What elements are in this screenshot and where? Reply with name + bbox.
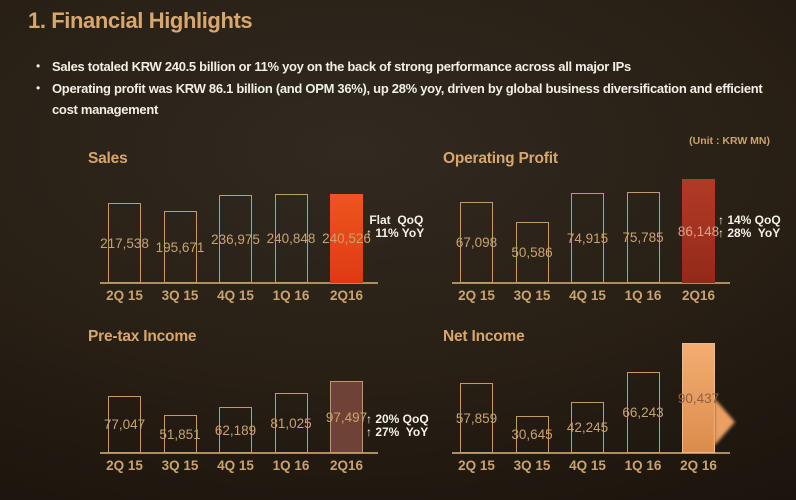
bar-3q15 — [163, 415, 197, 453]
category-label-1q16: 1Q 16 — [272, 288, 310, 303]
value-label-2q16: 90,437 — [677, 391, 720, 406]
annotation-line-qoq: ↑ 20% QoQ — [366, 412, 429, 426]
value-label-2q16: 240,526 — [322, 231, 371, 246]
bar-3q15 — [515, 416, 549, 453]
value-label-4q15: 236,975 — [211, 232, 260, 247]
bar-2q15 — [460, 383, 493, 453]
value-label-2q15: 57,859 — [455, 411, 498, 426]
bar-2q15 — [460, 202, 493, 283]
annotation-line-yoy: ↑ 27% YoY — [366, 425, 429, 439]
category-label-4q15: 4Q 15 — [569, 458, 606, 473]
category-label-3q15: 3Q 15 — [161, 288, 199, 303]
operating-profit-plot-area: 67,098 2Q 15 50,586 3Q 15 74,915 4Q 15 75,785 1… — [452, 179, 730, 303]
category-label-2q16: 2Q16 — [329, 288, 364, 303]
bar-4q15 — [571, 193, 604, 283]
category-label-4q15: 4Q 15 — [569, 288, 606, 303]
bullet-text-operating-profit: Operating profit was KRW 86.1 billion (a… — [52, 81, 763, 117]
operating-profit-annotation: ↑ 14% QoQ ↑ 28% YoY — [718, 214, 781, 240]
bar-2q16 — [330, 194, 363, 283]
bar-2q15 — [108, 396, 141, 453]
category-label-2q16: 2Q16 — [681, 288, 716, 303]
bullet-text-sales: Sales totaled KRW 240.5 billion or 11% y… — [52, 59, 631, 74]
page-title: 1. Financial Highlights — [28, 8, 253, 33]
category-label-2q15: 2Q 15 — [106, 288, 143, 303]
category-label-2q15: 2Q 15 — [458, 288, 495, 303]
sales-chart: Sales 217,538 2Q 15 195,671 3Q 15 236,975 4Q … — [88, 140, 444, 318]
bar-2q15 — [108, 203, 141, 283]
value-label-1q16: 66,243 — [622, 405, 664, 420]
value-label-2q15: 67,098 — [455, 235, 498, 250]
operating-profit-chart: Operating Profit 67,098 2Q 15 50,586 3Q 15 7… — [440, 140, 796, 318]
pretax-income-annotation: ↑ 20% QoQ ↑ 27% YoY — [366, 413, 429, 439]
bar-2q16 — [682, 179, 715, 283]
category-label-3q15: 3Q 15 — [161, 458, 199, 473]
value-label-3q15: 30,645 — [511, 427, 553, 442]
category-label-3q15: 3Q 15 — [513, 458, 551, 473]
value-label-4q15: 74,915 — [566, 231, 609, 246]
pretax-income-plot-area: 77,047 2Q 15 51,851 3Q 15 62,189 4Q 15 81,025 1… — [100, 381, 378, 473]
bar-4q15 — [219, 407, 252, 453]
sales-chart-title: Sales — [88, 150, 128, 167]
category-label-2q16: 2Q16 — [329, 458, 364, 473]
category-label-2q15: 2Q 15 — [106, 458, 143, 473]
bullet-item: • Operating profit was KRW 86.1 billion … — [36, 78, 784, 120]
annotation-line-yoy: ↑ 28% YoY — [718, 226, 781, 240]
unit-label: (Unit : KRW MN) — [689, 135, 770, 147]
value-label-3q15: 50,586 — [511, 245, 553, 260]
bar-1q16 — [626, 192, 660, 283]
bar-2q16 — [330, 381, 363, 453]
highlight-arrow-right-icon — [714, 398, 735, 446]
bar-1q16 — [626, 372, 660, 453]
category-label-1q16: 1Q 16 — [624, 458, 662, 473]
value-label-2q16: 86,148 — [677, 224, 720, 239]
bar-2q16 — [682, 343, 735, 453]
operating-profit-chart-title: Operating Profit — [443, 150, 558, 167]
bar-4q15 — [219, 195, 252, 283]
category-label-1q16: 1Q 16 — [624, 288, 662, 303]
bar-1q16 — [274, 393, 308, 453]
value-label-2q15: 217,538 — [100, 236, 149, 251]
value-label-3q15: 195,671 — [155, 240, 205, 255]
highlights-bullet-list: • Sales totaled KRW 240.5 billion or 11%… — [36, 56, 784, 121]
category-label-4q15: 4Q 15 — [217, 458, 254, 473]
annotation-line-yoy: ↑ 11% YoY — [366, 226, 425, 240]
value-label-2q15: 77,047 — [103, 417, 146, 432]
bar-1q16 — [274, 194, 308, 283]
value-label-3q15: 51,851 — [159, 427, 201, 442]
annotation-line-qoq: Flat QoQ — [366, 213, 424, 227]
pretax-income-chart-title: Pre-tax Income — [88, 328, 197, 345]
sales-annotation: Flat QoQ ↑ 11% YoY — [366, 214, 424, 240]
sales-plot-area: 217,538 2Q 15 195,671 3Q 15 236,975 4Q 15 240,… — [100, 194, 378, 303]
pretax-income-chart: Pre-tax Income 77,047 2Q 15 51,851 3Q 15 62,… — [88, 320, 444, 498]
category-label-3q15: 3Q 15 — [513, 288, 551, 303]
value-label-4q15: 42,245 — [566, 420, 609, 435]
net-income-chart-title: Net Income — [443, 328, 525, 345]
bullet-item: • Sales totaled KRW 240.5 billion or 11%… — [36, 56, 784, 77]
category-label-2q15: 2Q 15 — [458, 458, 495, 473]
net-income-plot-area: 57,859 2Q 15 30,645 3Q 15 42,245 4Q 15 66,243 1… — [452, 343, 735, 473]
category-label-1q16: 1Q 16 — [272, 458, 310, 473]
bar-3q15 — [163, 211, 197, 283]
annotation-line-qoq: ↑ 14% QoQ — [718, 213, 781, 227]
value-label-1q16: 81,025 — [270, 416, 312, 431]
net-income-chart: Net Income 57,859 2Q 15 30,645 3Q 15 42,245 4… — [440, 320, 796, 498]
category-label-4q15: 4Q 15 — [217, 288, 254, 303]
value-label-1q16: 75,785 — [622, 230, 664, 245]
value-label-1q16: 240,848 — [266, 231, 316, 246]
bar-4q15 — [571, 402, 604, 453]
category-label-2q16: 2Q 16 — [680, 458, 717, 473]
value-label-4q15: 62,189 — [214, 423, 257, 438]
value-label-2q16: 97,497 — [325, 410, 368, 425]
bullet-icon: • — [36, 81, 41, 95]
bullet-icon: • — [36, 59, 41, 73]
bar-3q15 — [515, 222, 549, 283]
